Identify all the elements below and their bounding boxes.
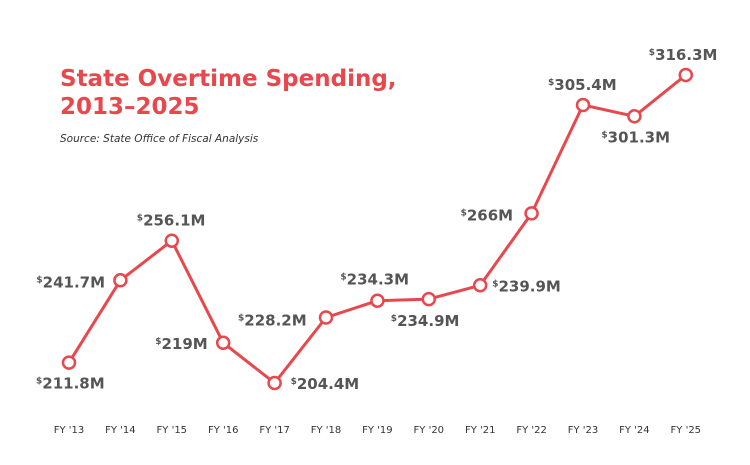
data-label-6: $234.3M <box>340 271 409 289</box>
chart-title-line-2: 2013–2025 <box>60 94 200 120</box>
data-label-10: $305.4M <box>548 76 617 94</box>
series-marker-layer <box>61 67 694 391</box>
x-tick-label-7: FY '20 <box>414 425 445 436</box>
data-label-8: $239.9M <box>492 277 561 295</box>
data-point-12[interactable] <box>678 67 694 83</box>
chart-source: Source: State Office of Fiscal Analysis <box>60 133 259 145</box>
x-tick-label-6: FY '19 <box>362 425 393 436</box>
x-tick-label-0: FY '13 <box>54 425 85 436</box>
data-point-9[interactable] <box>524 206 539 221</box>
data-point-10[interactable] <box>575 97 591 113</box>
data-point-6[interactable] <box>370 293 385 308</box>
data-label-layer: $211.8M $241.7M $256.1M $219M $204.4M $228.2M… <box>36 46 717 393</box>
data-point-2[interactable] <box>164 233 180 248</box>
data-label-9: $266M <box>461 206 514 224</box>
data-label-5: $228.2M <box>238 312 307 330</box>
x-tick-label-3: FY '16 <box>208 425 239 436</box>
data-point-8[interactable] <box>472 278 488 293</box>
data-point-7[interactable] <box>421 291 437 307</box>
x-axis-tick-layer: FY '13 FY '14 FY '15 FY '16 FY '17 FY '18 FY '… <box>54 425 701 436</box>
data-point-1[interactable] <box>113 273 128 288</box>
data-point-0[interactable] <box>61 355 77 370</box>
x-tick-label-2: FY '15 <box>157 425 188 436</box>
x-tick-label-9: FY '22 <box>516 425 547 436</box>
x-tick-label-12: FY '25 <box>671 425 702 436</box>
data-label-11: $301.3M <box>601 128 670 146</box>
x-tick-label-8: FY '21 <box>465 425 496 436</box>
x-tick-label-4: FY '17 <box>259 425 290 436</box>
data-label-2: $256.1M <box>137 212 206 230</box>
x-tick-label-5: FY '18 <box>311 425 342 436</box>
data-label-3: $219M <box>155 335 208 353</box>
data-label-0: $211.8M <box>36 375 105 393</box>
data-point-5[interactable] <box>318 310 334 325</box>
data-point-3[interactable] <box>215 335 231 351</box>
data-point-11[interactable] <box>627 109 642 124</box>
data-label-1: $241.7M <box>36 273 105 291</box>
data-label-4: $204.4M <box>291 375 360 393</box>
data-label-7: $234.9M <box>391 312 460 330</box>
data-label-12: $316.3M <box>649 46 718 64</box>
x-tick-label-10: FY '23 <box>568 425 599 436</box>
chart-title-line-1: State Overtime Spending, <box>60 66 397 92</box>
data-point-4[interactable] <box>267 375 282 391</box>
x-tick-label-11: FY '24 <box>619 425 650 436</box>
x-tick-label-1: FY '14 <box>105 425 136 436</box>
